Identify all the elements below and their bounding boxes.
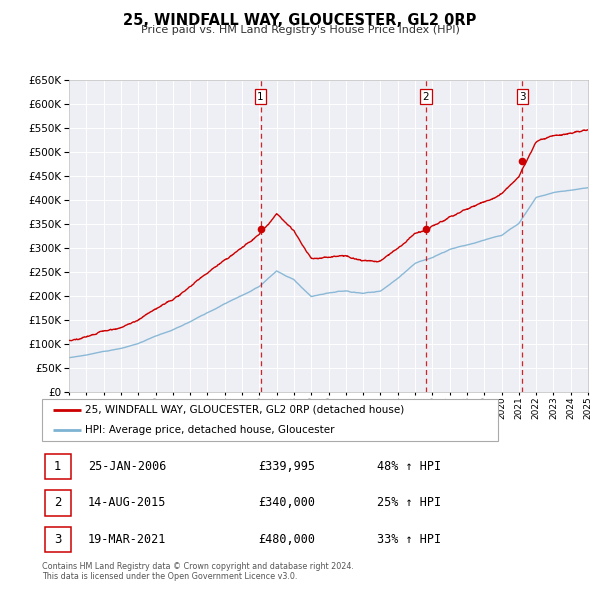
Text: Contains HM Land Registry data © Crown copyright and database right 2024.
This d: Contains HM Land Registry data © Crown c… bbox=[42, 562, 354, 581]
FancyBboxPatch shape bbox=[45, 454, 71, 479]
Text: 2: 2 bbox=[422, 92, 429, 102]
Text: Price paid vs. HM Land Registry's House Price Index (HPI): Price paid vs. HM Land Registry's House … bbox=[140, 25, 460, 35]
Text: 25-JAN-2006: 25-JAN-2006 bbox=[88, 460, 166, 473]
Text: 1: 1 bbox=[54, 460, 61, 473]
Text: 3: 3 bbox=[519, 92, 526, 102]
Text: 25, WINDFALL WAY, GLOUCESTER, GL2 0RP: 25, WINDFALL WAY, GLOUCESTER, GL2 0RP bbox=[124, 13, 476, 28]
Text: 14-AUG-2015: 14-AUG-2015 bbox=[88, 496, 166, 510]
FancyBboxPatch shape bbox=[45, 527, 71, 552]
FancyBboxPatch shape bbox=[42, 399, 498, 441]
FancyBboxPatch shape bbox=[45, 490, 71, 516]
Text: 2: 2 bbox=[54, 496, 61, 510]
Text: 19-MAR-2021: 19-MAR-2021 bbox=[88, 533, 166, 546]
Text: 25% ↑ HPI: 25% ↑ HPI bbox=[377, 496, 441, 510]
Text: £340,000: £340,000 bbox=[258, 496, 315, 510]
Text: 48% ↑ HPI: 48% ↑ HPI bbox=[377, 460, 441, 473]
Text: 33% ↑ HPI: 33% ↑ HPI bbox=[377, 533, 441, 546]
Text: £480,000: £480,000 bbox=[258, 533, 315, 546]
Text: 1: 1 bbox=[257, 92, 264, 102]
Text: 25, WINDFALL WAY, GLOUCESTER, GL2 0RP (detached house): 25, WINDFALL WAY, GLOUCESTER, GL2 0RP (d… bbox=[85, 405, 404, 415]
Text: HPI: Average price, detached house, Gloucester: HPI: Average price, detached house, Glou… bbox=[85, 425, 335, 435]
Text: 3: 3 bbox=[54, 533, 61, 546]
Text: £339,995: £339,995 bbox=[258, 460, 315, 473]
